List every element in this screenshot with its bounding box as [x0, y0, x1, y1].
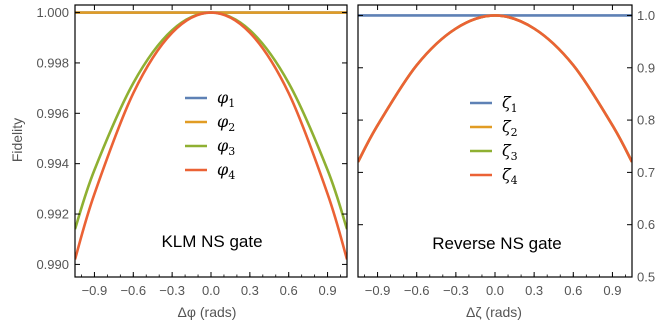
series-group [358, 14, 632, 163]
y-tick-label: 1.0 [637, 8, 655, 23]
x-tick-label: 0.3 [525, 283, 543, 298]
series-line-3 [75, 11, 347, 230]
legend-entry: ζ3 [502, 141, 518, 163]
panel-left: Fidelity Δφ (rads) −0.9 −0.6 −0.3 0.0 0.3 0.6… [9, 4, 348, 320]
y-tick-label: 0.992 [36, 207, 69, 222]
legend-entry: φ1 [217, 88, 235, 110]
panel-annotation: Reverse NS gate [432, 234, 561, 253]
y-tick-label: 0.990 [36, 257, 69, 272]
legend-entry: ζ4 [502, 165, 518, 187]
x-axis-label-right: Δζ (rads) [466, 304, 522, 320]
y-tick-label: 0.8 [637, 113, 655, 128]
y-axis-label-left: Fidelity [9, 118, 25, 162]
panel-right: Δζ (rads) −0.9 −0.6 −0.3 0.0 0.3 0.6 0.9 0.5 0.6… [357, 4, 655, 320]
x-tick-label: 0.0 [486, 283, 504, 298]
series-line-4 [75, 11, 347, 260]
x-tick-label: 0.6 [564, 283, 582, 298]
y-tick-label: 0.5 [637, 270, 655, 285]
x-tick-label: −0.9 [365, 283, 391, 298]
panel-annotation: KLM NS gate [161, 232, 262, 251]
series-line-4 [358, 14, 632, 163]
x-tick-label: 0.3 [241, 283, 259, 298]
y-tick-label: 0.9 [637, 60, 655, 75]
legend-entry: φ3 [217, 136, 235, 158]
legend-entry: ζ2 [502, 117, 518, 139]
x-tick-label: 0.9 [319, 283, 337, 298]
y-tick-label: 0.996 [36, 106, 69, 121]
x-tick-label: 0.0 [202, 283, 220, 298]
plot-area-left: −0.9 −0.6 −0.3 0.0 0.3 0.6 0.9 0.990 0.992 0.994 0… [36, 4, 348, 298]
x-tick-label: 0.6 [280, 283, 298, 298]
x-tick-label: −0.6 [120, 283, 146, 298]
x-tick-label: −0.3 [443, 283, 469, 298]
y-tick-label: 0.998 [36, 55, 69, 70]
y-tick-label: 0.6 [637, 217, 655, 232]
x-tick-label: −0.6 [404, 283, 430, 298]
series-group [75, 11, 347, 260]
x-tick-label: −0.9 [82, 283, 108, 298]
legend-entry: φ4 [217, 160, 235, 182]
x-axis-label-left: Δφ (rads) [178, 304, 237, 320]
x-tick-label: 0.9 [603, 283, 621, 298]
plot-area-right: −0.9 −0.6 −0.3 0.0 0.3 0.6 0.9 0.5 0.6 0.7 0.8 0.9 1… [357, 4, 655, 298]
y-tick-label: 0.7 [637, 165, 655, 180]
legend-entry: φ2 [217, 112, 235, 134]
y-tick-label: 1.000 [36, 5, 69, 20]
y-tick-label: 0.994 [36, 156, 69, 171]
legend-entry: ζ1 [502, 93, 518, 115]
x-tick-label: −0.3 [159, 283, 185, 298]
